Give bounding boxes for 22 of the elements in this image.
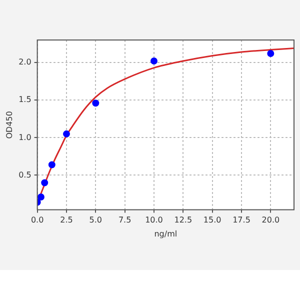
y-tick-label: 0.5 [18,170,32,180]
y-tick-label: 1.5 [18,95,32,104]
x-axis-title: ng/ml [154,229,178,238]
x-tick-label: 10.0 [145,216,163,225]
point [37,194,44,201]
x-tick-label: 17.5 [232,216,250,225]
x-tick-label: 7.5 [118,216,132,225]
x-tick-label: 5.0 [89,216,102,225]
point [150,58,158,65]
point [62,130,70,138]
y-axis-title: OD450 [4,111,14,139]
x-tick-label: 0.0 [30,216,44,225]
point [41,179,48,186]
point [267,50,274,58]
y-tick-label: 1.0 [18,132,32,142]
point [48,161,56,168]
x-tick-label: 12.5 [174,216,192,225]
x-tick-label: 2.5 [60,216,73,225]
x-tick-label: 15.0 [203,216,222,225]
x-tick-label: 20.0 [262,216,280,225]
point [92,100,100,107]
y-tick-label: 2.0 [18,58,32,67]
